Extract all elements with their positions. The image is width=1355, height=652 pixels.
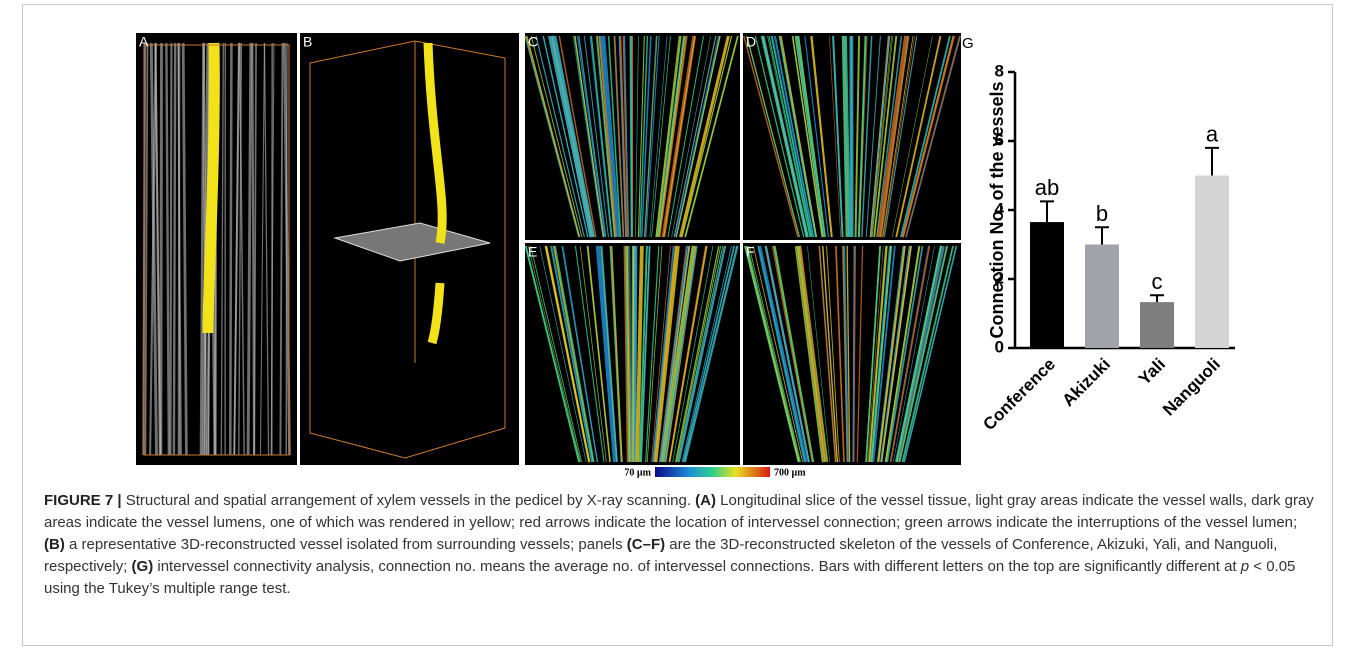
colorbar-max-label: 700 µm xyxy=(774,467,806,478)
panel-label: A xyxy=(139,34,149,50)
significance-letter: ab xyxy=(1035,175,1059,200)
y-tick-label: 0 xyxy=(995,337,1004,356)
bar xyxy=(1030,222,1064,348)
caption: FIGURE 7 | Structural and spatial arrang… xyxy=(44,490,1319,600)
panel-label: E xyxy=(528,244,537,260)
caption-text: a representative 3D-reconstructed vessel… xyxy=(65,536,627,553)
bar xyxy=(1140,302,1174,348)
panel-label: F xyxy=(746,244,755,260)
bar xyxy=(1085,245,1119,349)
significance-letter: a xyxy=(1206,122,1219,147)
x-tick-label: Nanguoli xyxy=(1159,355,1224,420)
significance-letter: b xyxy=(1096,201,1108,226)
vessel xyxy=(208,43,214,333)
x-tick-label: Yali xyxy=(1135,355,1169,389)
caption-text: (C–F) xyxy=(627,536,665,553)
caption-text: p xyxy=(1241,558,1249,575)
error-bar xyxy=(1095,227,1109,244)
texture xyxy=(174,43,175,455)
caption-text: intervessel connectivity analysis, conne… xyxy=(153,558,1241,575)
error-bar xyxy=(1205,148,1219,176)
texture xyxy=(230,43,231,455)
error-bar xyxy=(1150,295,1164,302)
page: 70 µm 700 µm ABCDEFG02468Connection No. … xyxy=(0,0,1355,652)
error-bar xyxy=(1040,201,1054,222)
caption-text: (A) xyxy=(695,492,716,509)
panel-label: G xyxy=(962,35,974,52)
texture xyxy=(161,43,162,455)
texture xyxy=(633,246,634,462)
significance-letter: c xyxy=(1152,269,1163,294)
colorbar-min-label: 70 µm xyxy=(624,467,651,478)
texture xyxy=(631,36,632,237)
panel-label: C xyxy=(528,34,538,50)
panel-label: D xyxy=(746,34,756,50)
y-tick-label: 8 xyxy=(995,61,1004,80)
caption-text: (B) xyxy=(44,536,65,553)
y-axis-label: Connection No. of the vessels xyxy=(987,81,1007,338)
bar xyxy=(1195,176,1229,349)
panel-label: B xyxy=(303,34,312,50)
caption-text: Structural and spatial arrangement of xy… xyxy=(122,492,696,509)
caption-text: FIGURE 7 | xyxy=(44,492,122,509)
caption-text: (G) xyxy=(132,558,154,575)
colorbar xyxy=(655,467,770,477)
x-tick-label: Akizuki xyxy=(1058,355,1114,411)
x-tick-label: Conference xyxy=(979,355,1059,435)
texture xyxy=(170,43,171,455)
